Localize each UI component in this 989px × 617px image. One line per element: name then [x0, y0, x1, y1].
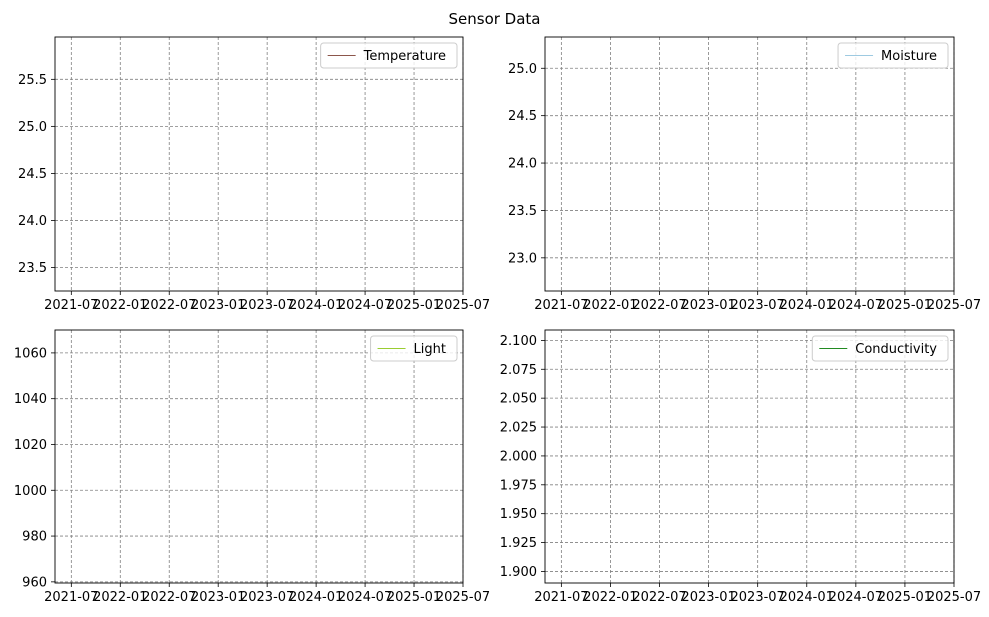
x-tick-label: 2022-01 — [583, 298, 637, 313]
y-tick-label: 1.975 — [500, 478, 537, 493]
legend-label: Temperature — [363, 49, 446, 64]
plot-area — [545, 330, 954, 583]
y-tick-label: 25.0 — [18, 120, 47, 135]
y-tick-label: 1.950 — [500, 507, 537, 522]
y-tick-label: 2.000 — [500, 449, 537, 464]
legend: Conductivity — [811, 335, 949, 362]
x-tick-label: 2022-01 — [93, 298, 147, 313]
x-tick-label: 2024-07 — [829, 298, 883, 313]
x-tick-label: 2021-07 — [44, 298, 98, 313]
y-tick-label: 2.075 — [500, 363, 537, 378]
x-tick-label: 2024-07 — [829, 590, 883, 605]
subplot-moisture: 2021-072022-012022-072023-012023-072024-… — [508, 36, 981, 313]
x-tick-label: 2025-01 — [387, 298, 441, 313]
y-tick-label: 25.5 — [18, 73, 47, 88]
y-tick-label: 980 — [22, 530, 47, 545]
subplot-temperature: 2021-072022-012022-072023-012023-072024-… — [18, 36, 490, 313]
plot-area — [55, 37, 463, 291]
y-tick-label: 23.5 — [508, 204, 537, 219]
x-tick-label: 2024-07 — [338, 298, 392, 313]
y-tick-label: 2.100 — [500, 334, 537, 349]
x-tick-label: 2023-07 — [240, 298, 294, 313]
axes-frame — [54, 329, 464, 584]
y-tick-label: 960 — [22, 575, 47, 590]
subplot-conductivity: 2021-072022-012022-072023-012023-072024-… — [500, 329, 981, 605]
x-tick-label: 2025-07 — [927, 590, 981, 605]
x-tick-label: 2022-07 — [142, 298, 196, 313]
legend-label: Conductivity — [855, 342, 937, 357]
y-tick-label: 1040 — [14, 392, 47, 407]
y-tick-label: 1060 — [14, 346, 47, 361]
subplot-light: 2021-072022-012022-072023-012023-072024-… — [14, 329, 490, 605]
x-tick-label: 2021-07 — [534, 590, 588, 605]
x-tick-label: 2025-01 — [387, 590, 441, 605]
y-tick-label: 24.5 — [18, 167, 47, 182]
y-tick-label: 24.5 — [508, 109, 537, 124]
legend-box — [811, 335, 949, 362]
y-tick-label: 23.5 — [18, 261, 47, 276]
legend-box — [370, 335, 458, 362]
x-tick-label: 2024-07 — [338, 590, 392, 605]
y-tick-label: 24.0 — [508, 157, 537, 172]
x-tick-label: 2022-01 — [93, 590, 147, 605]
x-tick-label: 2024-01 — [289, 590, 343, 605]
x-tick-label: 2021-07 — [44, 590, 98, 605]
x-tick-label: 2024-01 — [780, 298, 834, 313]
x-tick-label: 2021-07 — [534, 298, 588, 313]
x-tick-label: 2022-07 — [142, 590, 196, 605]
legend: Light — [370, 335, 458, 362]
axes-frame — [544, 36, 955, 292]
y-tick-label: 24.0 — [18, 214, 47, 229]
x-tick-label: 2024-01 — [289, 298, 343, 313]
x-tick-label: 2024-01 — [780, 590, 834, 605]
x-tick-label: 2025-07 — [436, 590, 490, 605]
x-tick-label: 2023-07 — [731, 590, 785, 605]
y-tick-label: 2.050 — [500, 392, 537, 407]
legend-label: Light — [414, 342, 446, 357]
figure-title: Sensor Data — [449, 10, 541, 28]
x-tick-label: 2023-01 — [191, 590, 245, 605]
x-tick-label: 2023-07 — [240, 590, 294, 605]
x-tick-label: 2023-01 — [681, 590, 735, 605]
x-tick-label: 2025-07 — [436, 298, 490, 313]
legend-label: Moisture — [881, 49, 937, 64]
x-tick-label: 2023-07 — [731, 298, 785, 313]
y-tick-label: 1.925 — [500, 536, 537, 551]
axes-frame — [544, 329, 955, 584]
y-tick-label: 23.0 — [508, 251, 537, 266]
x-tick-label: 2025-01 — [878, 590, 932, 605]
y-tick-label: 25.0 — [508, 62, 537, 77]
x-tick-label: 2025-01 — [878, 298, 932, 313]
plot-area — [545, 37, 954, 291]
y-tick-label: 1000 — [14, 484, 47, 499]
y-tick-label: 1.900 — [500, 565, 537, 580]
x-tick-label: 2023-01 — [191, 298, 245, 313]
x-tick-label: 2022-07 — [632, 590, 686, 605]
x-tick-label: 2022-01 — [583, 590, 637, 605]
y-tick-label: 1020 — [14, 438, 47, 453]
axes-frame — [54, 36, 464, 292]
legend-box — [837, 42, 949, 69]
x-tick-label: 2025-07 — [927, 298, 981, 313]
y-tick-label: 2.025 — [500, 421, 537, 436]
legend-box — [320, 42, 458, 69]
x-tick-label: 2023-01 — [681, 298, 735, 313]
legend: Temperature — [320, 42, 458, 69]
x-tick-label: 2022-07 — [632, 298, 686, 313]
legend: Moisture — [837, 42, 949, 69]
plot-area — [55, 330, 463, 583]
